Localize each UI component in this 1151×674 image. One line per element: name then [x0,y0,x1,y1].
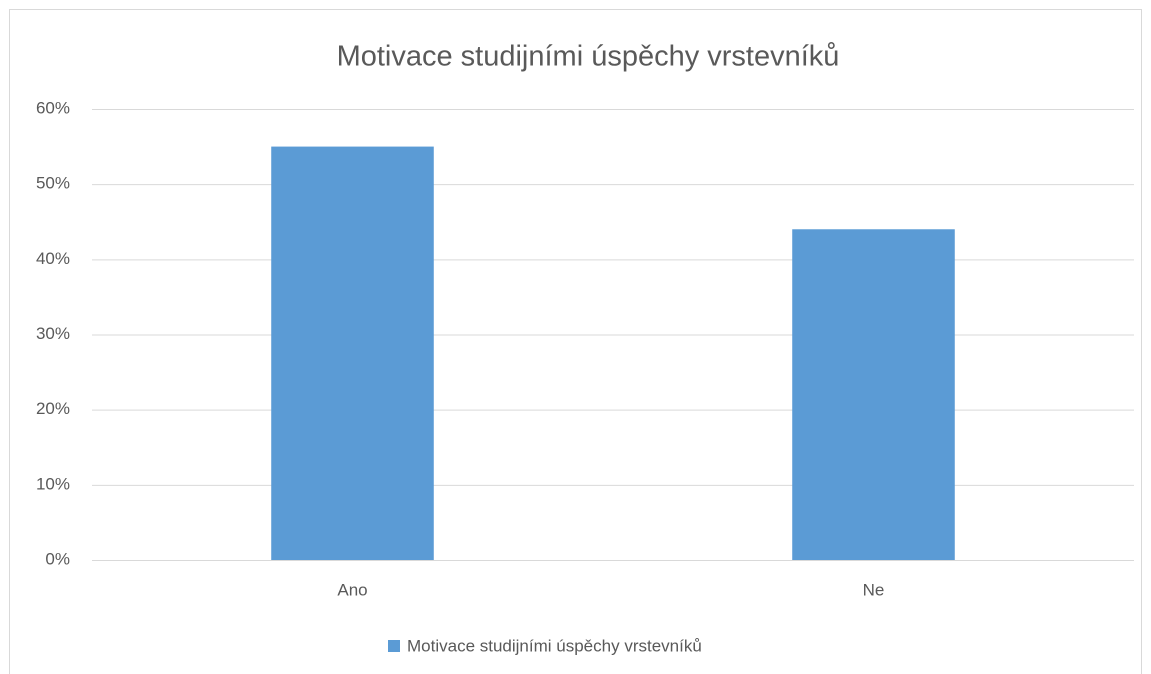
chart-frame [9,9,1142,674]
y-tick-label: 60% [36,98,70,117]
chart-title: Motivace studijními úspěchy vrstevníků [337,41,840,73]
y-tick-label: 30% [36,324,70,343]
bar [792,229,955,560]
x-tick-label: Ne [863,580,885,599]
bar [271,146,434,561]
y-tick-label: 10% [36,474,70,493]
y-tick-label: 50% [36,174,70,193]
legend-label: Motivace studijními úspěchy vrstevníků [407,636,702,655]
y-tick-label: 20% [36,399,70,418]
y-tick-label: 40% [36,249,70,268]
x-tick-label: Ano [337,580,367,599]
legend-swatch [388,640,400,652]
y-tick-label: 0% [45,549,70,568]
